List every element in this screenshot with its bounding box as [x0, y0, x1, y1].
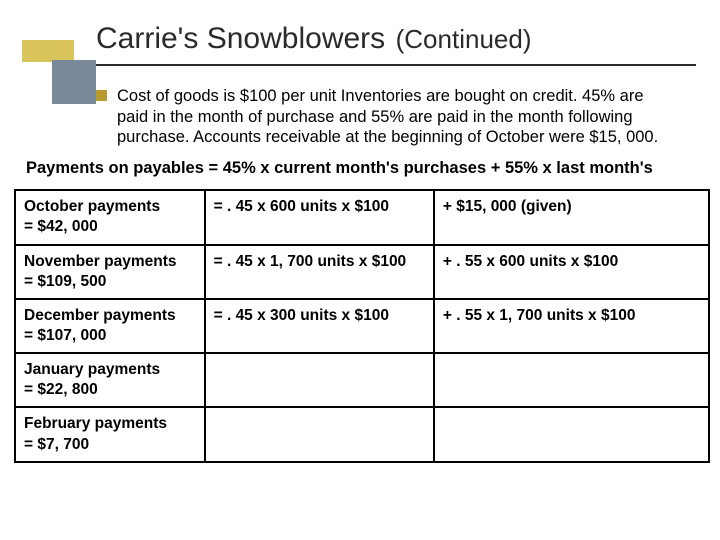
table-row: January payments = $22, 800 [15, 353, 709, 407]
month-total: = $22, 800 [24, 380, 196, 400]
cell-calc2: + . 55 x 1, 700 units x $100 [434, 299, 709, 353]
payments-table-body: October payments = $42, 000 = . 45 x 600… [15, 190, 709, 461]
cell-calc2 [434, 407, 709, 461]
month-total: = $107, 000 [24, 326, 196, 346]
slide: Carrie's Snowblowers (Continued) Cost of… [0, 0, 720, 540]
cell-month: November payments = $109, 500 [15, 245, 205, 299]
square-bullet-icon [96, 90, 107, 101]
table-row: February payments = $7, 700 [15, 407, 709, 461]
bullet-text: Cost of goods is $100 per unit Inventori… [117, 86, 677, 148]
month-total: = $7, 700 [24, 435, 196, 455]
table-row: November payments = $109, 500 = . 45 x 1… [15, 245, 709, 299]
decor-gold-bar [22, 40, 74, 62]
cell-month: February payments = $7, 700 [15, 407, 205, 461]
cell-month: January payments = $22, 800 [15, 353, 205, 407]
bullet-item: Cost of goods is $100 per unit Inventori… [96, 86, 694, 148]
month-label: November payments [24, 252, 196, 272]
cell-calc1 [205, 407, 434, 461]
slide-body: Cost of goods is $100 per unit Inventori… [26, 86, 694, 463]
cell-calc2: + $15, 000 (given) [434, 190, 709, 244]
cell-month: October payments = $42, 000 [15, 190, 205, 244]
cell-calc1: = . 45 x 300 units x $100 [205, 299, 434, 353]
month-label: February payments [24, 414, 196, 434]
month-label: January payments [24, 360, 196, 380]
cell-calc2 [434, 353, 709, 407]
decor-blue-square [52, 60, 96, 104]
title-continued: (Continued) [396, 24, 532, 54]
title-main: Carrie's Snowblowers [96, 22, 385, 55]
month-total: = $42, 000 [24, 217, 196, 237]
slide-title: Carrie's Snowblowers (Continued) [96, 22, 696, 56]
month-label: October payments [24, 197, 196, 217]
cell-calc1 [205, 353, 434, 407]
table-row: December payments = $107, 000 = . 45 x 3… [15, 299, 709, 353]
cell-calc2: + . 55 x 600 units x $100 [434, 245, 709, 299]
cell-calc1: = . 45 x 600 units x $100 [205, 190, 434, 244]
month-total: = $109, 500 [24, 272, 196, 292]
title-underline [96, 64, 696, 66]
cell-month: December payments = $107, 000 [15, 299, 205, 353]
cell-calc1: = . 45 x 1, 700 units x $100 [205, 245, 434, 299]
formula-text: Payments on payables = 45% x current mon… [26, 158, 694, 179]
table-row: October payments = $42, 000 = . 45 x 600… [15, 190, 709, 244]
month-label: December payments [24, 306, 196, 326]
payments-table: October payments = $42, 000 = . 45 x 600… [14, 189, 710, 462]
